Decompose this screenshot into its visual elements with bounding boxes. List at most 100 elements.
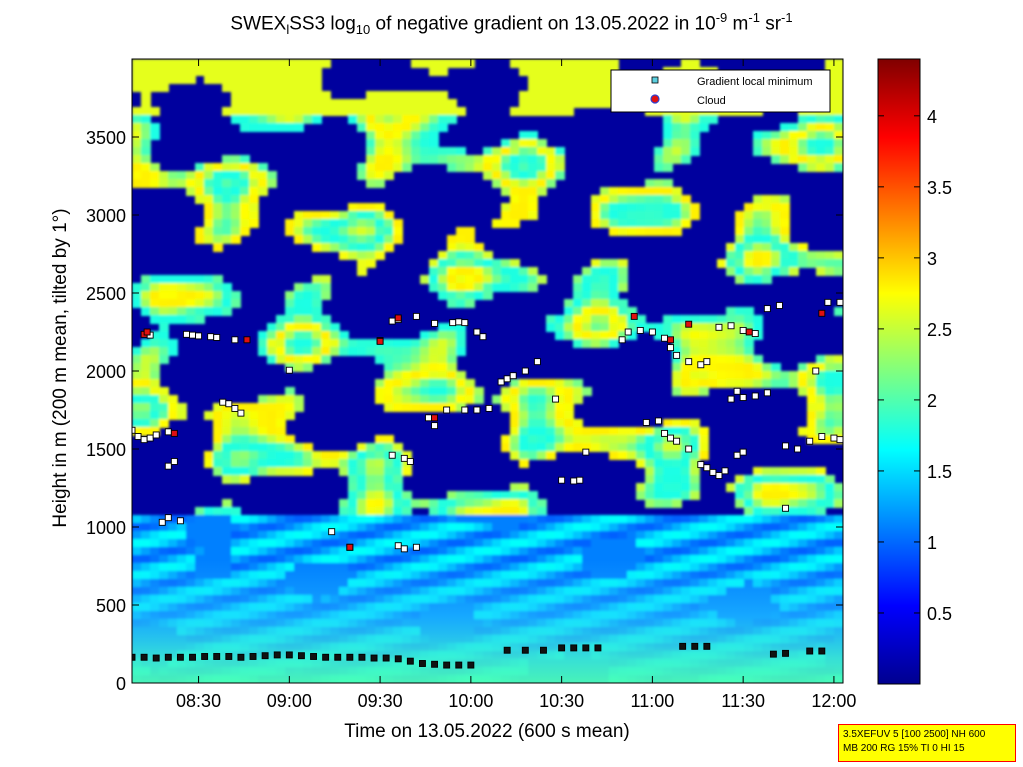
gradient-minimum-point — [679, 642, 687, 650]
heatmap-cell — [519, 547, 529, 556]
heatmap-cell — [303, 283, 313, 292]
heatmap-cell — [375, 355, 385, 364]
heatmap-cell — [798, 499, 808, 508]
heatmap-cell — [150, 539, 160, 548]
heatmap-cell — [555, 515, 565, 524]
heatmap-cell — [528, 419, 538, 428]
heatmap-cell — [762, 219, 772, 228]
heatmap-cell — [834, 531, 843, 540]
heatmap-cell — [375, 523, 385, 532]
heatmap-cell — [834, 483, 843, 492]
heatmap-cell — [375, 515, 385, 524]
heatmap-cell — [339, 539, 349, 548]
heatmap-cell — [312, 547, 322, 556]
gradient-minimum-point — [552, 395, 560, 403]
heatmap-cell — [483, 171, 493, 180]
heatmap-cell — [627, 523, 637, 532]
heatmap-cell — [609, 283, 619, 292]
heatmap-cell — [537, 75, 547, 84]
heatmap-cell — [348, 107, 358, 116]
heatmap-cell — [564, 403, 574, 412]
heatmap-cell — [537, 147, 547, 156]
heatmap-cell — [393, 459, 403, 468]
heatmap-cell — [834, 379, 843, 388]
heatmap-cell — [573, 91, 583, 100]
heatmap-cell — [807, 371, 817, 380]
heatmap-cell — [483, 147, 493, 156]
heatmap-cell — [141, 395, 151, 404]
data-markers — [132, 298, 843, 669]
gradient-minimum-point — [170, 458, 178, 465]
heatmap-cell — [285, 451, 295, 460]
heatmap-cell — [510, 515, 520, 524]
heatmap-cell — [627, 219, 637, 228]
heatmap-cell — [771, 267, 781, 276]
heatmap-cell — [789, 539, 799, 548]
heatmap-cell — [447, 523, 457, 532]
heatmap-cell — [285, 435, 295, 444]
heatmap-cell — [627, 539, 637, 548]
heatmap-cell — [528, 283, 538, 292]
heatmap-cell — [726, 243, 736, 252]
heatmap-cell — [834, 539, 843, 548]
heatmap-cell — [681, 211, 691, 220]
heatmap-cell — [312, 243, 322, 252]
heatmap-cell — [807, 403, 817, 412]
heatmap-cell — [483, 155, 493, 164]
gradient-minimum-point — [431, 422, 439, 430]
gradient-minimum-point — [146, 434, 154, 442]
heatmap-cell — [546, 155, 556, 164]
heatmap-cell — [393, 371, 403, 380]
heatmap-cell — [303, 467, 313, 476]
heatmap-cell — [168, 515, 178, 524]
heatmap-cell — [456, 491, 466, 500]
heatmap-cell — [537, 91, 547, 100]
heatmap-cell — [555, 315, 565, 324]
heatmap-cell — [600, 67, 610, 76]
heatmap-cell — [267, 323, 277, 332]
heatmap-cell — [672, 387, 682, 396]
heatmap-cell — [393, 235, 403, 244]
heatmap-cell — [753, 147, 763, 156]
heatmap-cell — [753, 251, 763, 260]
heatmap-cell — [744, 515, 754, 524]
heatmap-cell — [141, 379, 151, 388]
heatmap-cell — [519, 507, 529, 516]
heatmap-cell — [636, 531, 646, 540]
heatmap-cell — [267, 75, 277, 84]
heatmap-cell — [357, 227, 367, 236]
heatmap-cell — [213, 219, 223, 228]
heatmap-cell — [591, 267, 601, 276]
heatmap-cell — [690, 419, 700, 428]
heatmap-cell — [501, 395, 511, 404]
heatmap-cell — [150, 107, 160, 116]
heatmap-cell — [618, 267, 628, 276]
gradient-minimum-point — [152, 654, 160, 662]
heatmap-cell — [573, 419, 583, 428]
heatmap-cell — [834, 371, 843, 380]
heatmap-cell — [798, 427, 808, 436]
heatmap-cell — [510, 395, 520, 404]
heatmap-cell — [447, 243, 457, 252]
heatmap-cell — [357, 107, 367, 116]
heatmap-cell — [609, 523, 619, 532]
heatmap-cell — [753, 275, 763, 284]
heatmap-cell — [420, 499, 430, 508]
heatmap-cell — [609, 59, 619, 68]
gradient-minimum-point — [225, 400, 233, 408]
heatmap-cell — [168, 75, 178, 84]
heatmap-cell — [528, 99, 538, 108]
heatmap-cell — [321, 459, 331, 468]
heatmap-cell — [168, 547, 178, 556]
heatmap-cell — [366, 459, 376, 468]
heatmap-cell — [249, 67, 259, 76]
heatmap-cell — [141, 99, 151, 108]
heatmap-cell — [780, 523, 790, 532]
heatmap-cell — [204, 75, 214, 84]
heatmap-cell — [240, 443, 250, 452]
heatmap-cell — [546, 75, 556, 84]
heatmap-cell — [132, 59, 142, 68]
heatmap-cell — [366, 227, 376, 236]
heatmap-cell — [456, 531, 466, 540]
heatmap-cell — [699, 123, 709, 132]
